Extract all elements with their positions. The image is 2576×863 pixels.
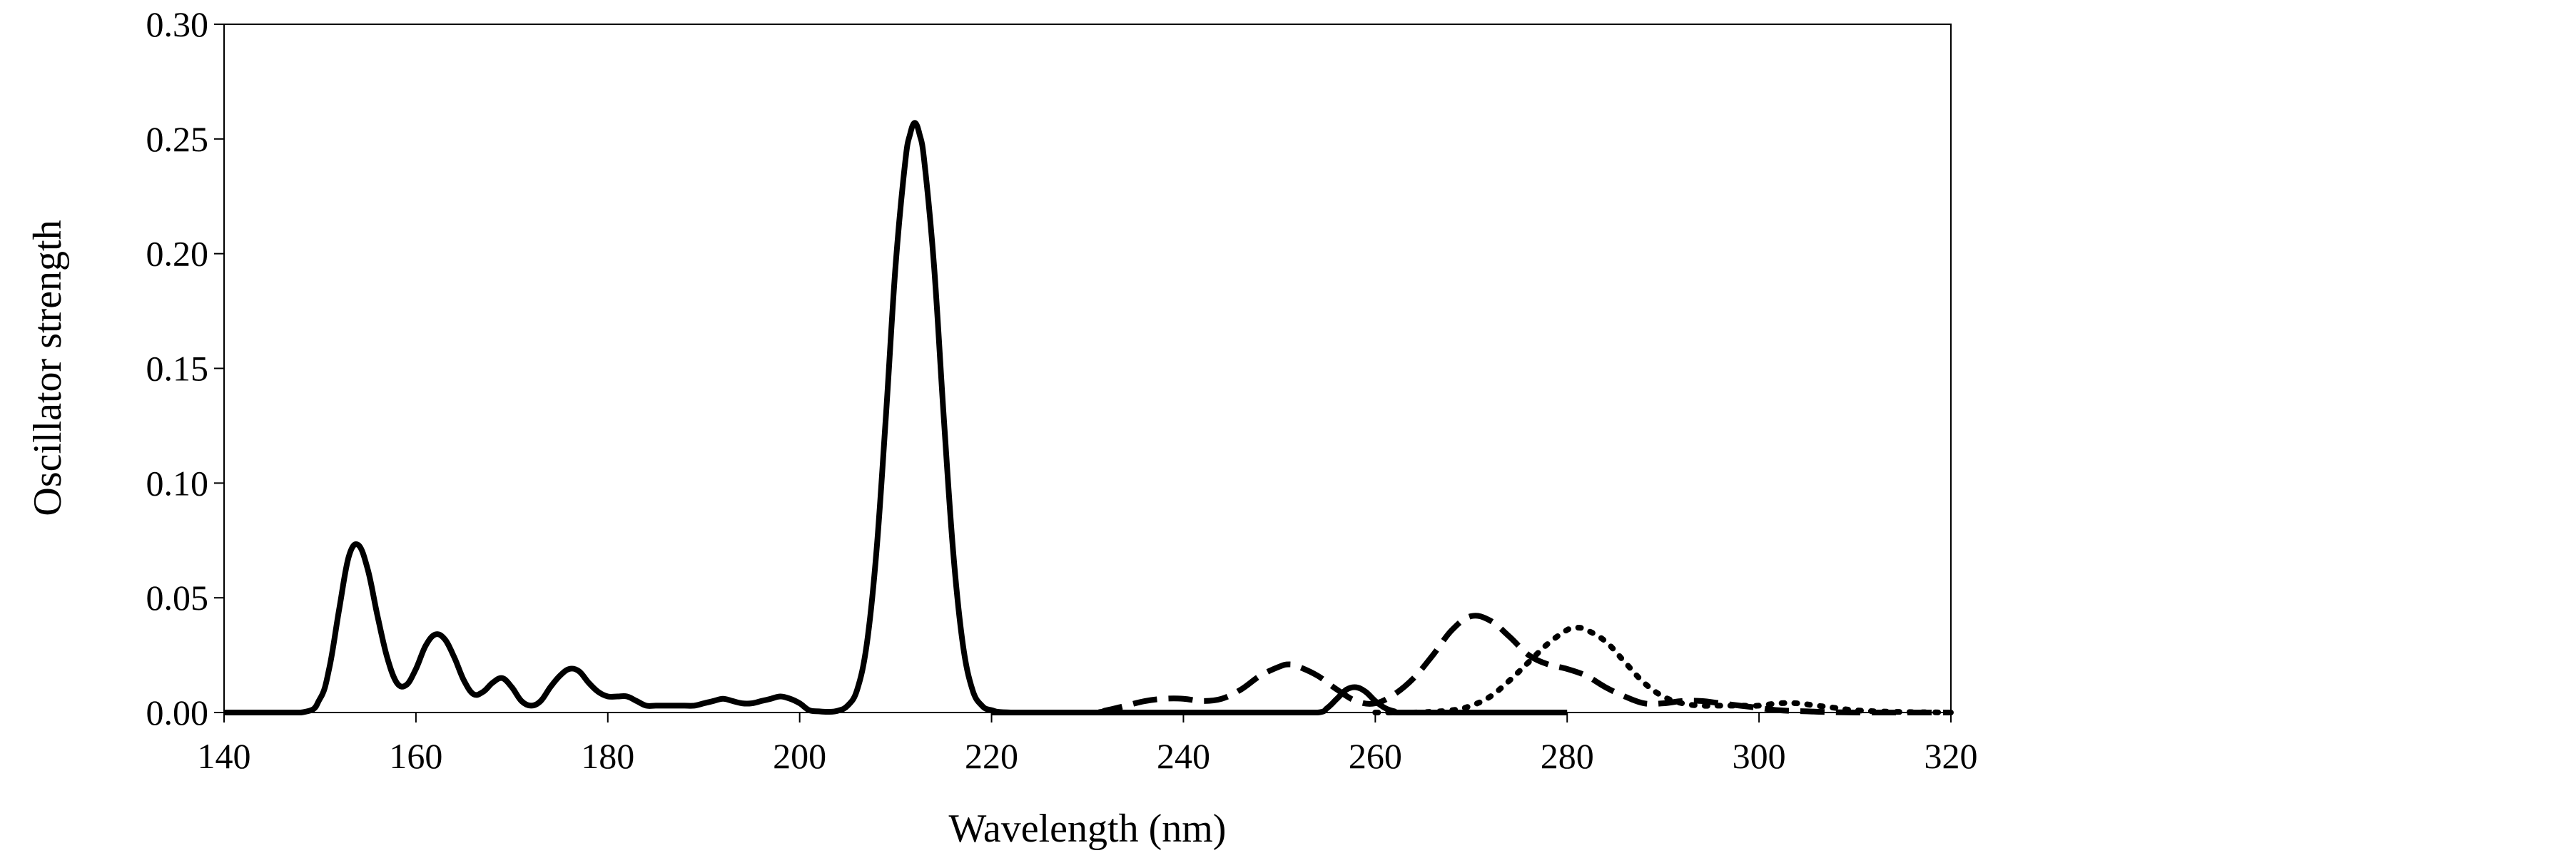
y-tick-label: 0.15 [146, 349, 209, 389]
x-tick-label: 220 [965, 736, 1018, 776]
y-tick-label: 0.30 [146, 4, 209, 44]
x-tick-label: 180 [581, 736, 634, 776]
x-tick-label: 280 [1541, 736, 1594, 776]
y-tick-label: 0.00 [146, 693, 209, 732]
x-tick-label: 200 [773, 736, 826, 776]
x-tick-label: 240 [1157, 736, 1210, 776]
y-axis-title: Oscillator strength [26, 220, 70, 516]
y-tick-label: 0.05 [146, 578, 209, 618]
series-line-solid [224, 120, 1568, 716]
x-tick-label: 260 [1349, 736, 1402, 776]
series-curves [224, 120, 1954, 716]
plot-frame [223, 24, 1952, 713]
series-line-dashed [991, 613, 1951, 716]
series-line-dotted [1372, 624, 1954, 715]
y-tick-label: 0.25 [146, 119, 209, 159]
y-tick-label: 0.10 [146, 463, 209, 503]
x-tick-label: 300 [1733, 736, 1786, 776]
y-axis-ticks: 0.00 0.05 0.10 0.15 0.20 0.25 0.30 [146, 4, 224, 732]
x-tick-label: 140 [198, 736, 251, 776]
x-tick-label: 160 [389, 736, 442, 776]
x-axis-ticks: 140 160 180 200 220 240 260 280 300 320 [198, 713, 1978, 776]
x-axis-title: Wavelength (nm) [949, 807, 1227, 851]
y-tick-label: 0.20 [146, 234, 209, 274]
x-tick-label: 320 [1925, 736, 1978, 776]
